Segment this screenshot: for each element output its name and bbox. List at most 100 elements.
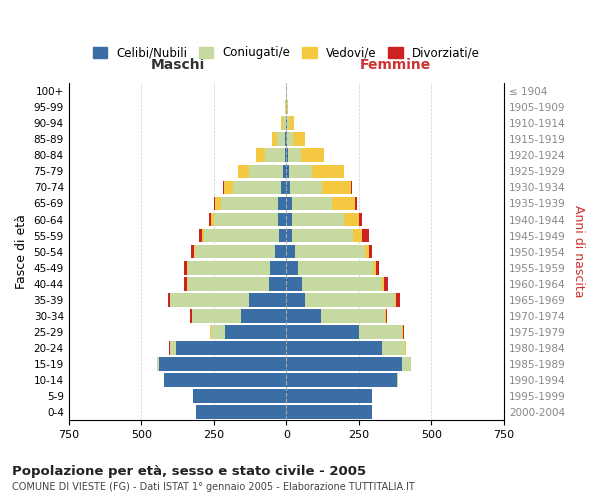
Bar xyxy=(211,325,226,339)
Bar xyxy=(332,196,355,210)
Bar xyxy=(286,229,292,242)
Bar xyxy=(286,277,302,290)
Bar xyxy=(286,212,292,226)
Bar xyxy=(286,100,287,114)
Bar xyxy=(373,261,376,274)
Bar xyxy=(322,180,351,194)
Bar xyxy=(286,261,298,274)
Bar xyxy=(265,148,285,162)
Bar xyxy=(286,148,288,162)
Bar xyxy=(298,261,373,274)
Bar xyxy=(287,100,288,114)
Bar xyxy=(188,277,269,290)
Bar xyxy=(248,293,286,306)
Bar xyxy=(170,341,176,355)
Bar xyxy=(286,357,403,371)
Bar xyxy=(292,229,353,242)
Bar xyxy=(281,116,283,130)
Bar xyxy=(403,357,411,371)
Bar xyxy=(199,229,202,242)
Text: Maschi: Maschi xyxy=(151,58,205,72)
Bar xyxy=(295,245,365,258)
Y-axis label: Anni di nascita: Anni di nascita xyxy=(572,206,585,298)
Text: Femmine: Femmine xyxy=(359,58,431,72)
Bar xyxy=(164,374,286,387)
Bar xyxy=(226,325,286,339)
Bar xyxy=(188,261,271,274)
Bar xyxy=(369,245,372,258)
Bar xyxy=(184,261,187,274)
Bar xyxy=(289,116,293,130)
Bar xyxy=(248,164,283,178)
Bar xyxy=(286,196,292,210)
Y-axis label: Fasce di età: Fasce di età xyxy=(15,214,28,289)
Bar xyxy=(278,196,286,210)
Bar xyxy=(157,357,158,371)
Bar xyxy=(286,325,359,339)
Bar xyxy=(176,341,286,355)
Bar xyxy=(192,309,241,322)
Bar xyxy=(221,196,278,210)
Bar xyxy=(256,148,265,162)
Bar xyxy=(286,132,287,146)
Bar xyxy=(190,309,192,322)
Bar xyxy=(277,132,286,146)
Bar xyxy=(286,374,397,387)
Bar xyxy=(359,212,362,226)
Bar xyxy=(158,357,286,371)
Bar xyxy=(286,309,321,322)
Bar xyxy=(382,341,405,355)
Bar xyxy=(286,293,305,306)
Bar xyxy=(293,132,305,146)
Bar xyxy=(397,374,398,387)
Text: COMUNE DI VIESTE (FG) - Dati ISTAT 1° gennaio 2005 - Elaborazione TUTTITALIA.IT: COMUNE DI VIESTE (FG) - Dati ISTAT 1° ge… xyxy=(12,482,415,492)
Bar xyxy=(283,164,286,178)
Bar xyxy=(403,325,404,339)
Text: Popolazione per età, sesso e stato civile - 2005: Popolazione per età, sesso e stato civil… xyxy=(12,465,366,478)
Bar xyxy=(286,164,289,178)
Bar xyxy=(321,309,385,322)
Bar xyxy=(269,277,286,290)
Bar xyxy=(184,277,187,290)
Bar xyxy=(286,180,290,194)
Bar xyxy=(170,293,248,306)
Bar xyxy=(359,325,403,339)
Bar xyxy=(287,116,289,130)
Bar xyxy=(355,196,357,210)
Bar xyxy=(223,180,224,194)
Bar xyxy=(290,180,322,194)
Bar xyxy=(351,180,352,194)
Bar xyxy=(196,406,286,419)
Bar xyxy=(272,132,277,146)
Bar xyxy=(395,293,396,306)
Bar xyxy=(286,245,295,258)
Bar xyxy=(365,245,369,258)
Bar xyxy=(396,293,400,306)
Bar xyxy=(305,293,395,306)
Bar xyxy=(279,229,286,242)
Bar xyxy=(376,261,379,274)
Bar xyxy=(292,196,332,210)
Bar xyxy=(281,180,286,194)
Bar xyxy=(302,277,382,290)
Bar xyxy=(238,164,248,178)
Bar xyxy=(214,212,278,226)
Bar xyxy=(288,148,301,162)
Bar xyxy=(292,212,344,226)
Bar xyxy=(383,277,388,290)
Bar xyxy=(286,341,382,355)
Bar xyxy=(285,148,286,162)
Bar xyxy=(287,132,293,146)
Bar xyxy=(168,293,170,306)
Bar xyxy=(191,245,194,258)
Bar xyxy=(194,245,195,258)
Bar xyxy=(275,245,286,258)
Bar xyxy=(286,390,372,403)
Bar xyxy=(271,261,286,274)
Legend: Celibi/Nubili, Coniugati/e, Vedovi/e, Divorziati/e: Celibi/Nubili, Coniugati/e, Vedovi/e, Di… xyxy=(88,42,485,64)
Bar xyxy=(382,277,383,290)
Bar xyxy=(283,116,286,130)
Bar xyxy=(312,164,344,178)
Bar xyxy=(193,390,286,403)
Bar xyxy=(386,309,387,322)
